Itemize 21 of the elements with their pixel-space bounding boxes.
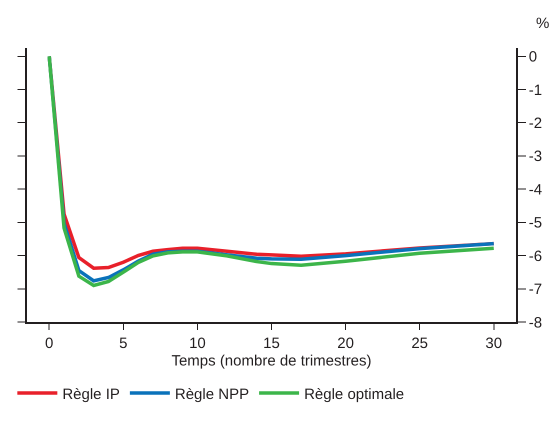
y-tick-label: -7 bbox=[528, 281, 542, 298]
legend-label: Règle IP bbox=[62, 386, 120, 403]
y-tick-label: -4 bbox=[528, 181, 542, 198]
y-tick-label: -3 bbox=[528, 148, 542, 166]
legend-label: Règle optimale bbox=[304, 386, 404, 403]
x-tick-label: 15 bbox=[263, 334, 280, 352]
y-axis-title: % bbox=[536, 15, 550, 32]
y-tick-label: -8 bbox=[528, 314, 542, 332]
x-tick-label: 20 bbox=[337, 334, 354, 352]
y-tick-label: -5 bbox=[528, 214, 542, 232]
x-tick-label: 0 bbox=[45, 334, 54, 352]
x-tick-label: 30 bbox=[485, 334, 502, 352]
y-tick-label: -6 bbox=[528, 248, 542, 265]
x-axis-title: Temps (nombre de trimestres) bbox=[171, 352, 372, 370]
x-tick-label: 5 bbox=[119, 334, 128, 352]
y-tick-label: -2 bbox=[528, 114, 542, 132]
y-tick-label: -1 bbox=[528, 82, 542, 99]
x-tick-label: 10 bbox=[189, 334, 206, 352]
x-tick-label: 25 bbox=[411, 334, 428, 352]
legend-label: Règle NPP bbox=[174, 386, 250, 403]
y-tick-label: 0 bbox=[528, 48, 538, 66]
